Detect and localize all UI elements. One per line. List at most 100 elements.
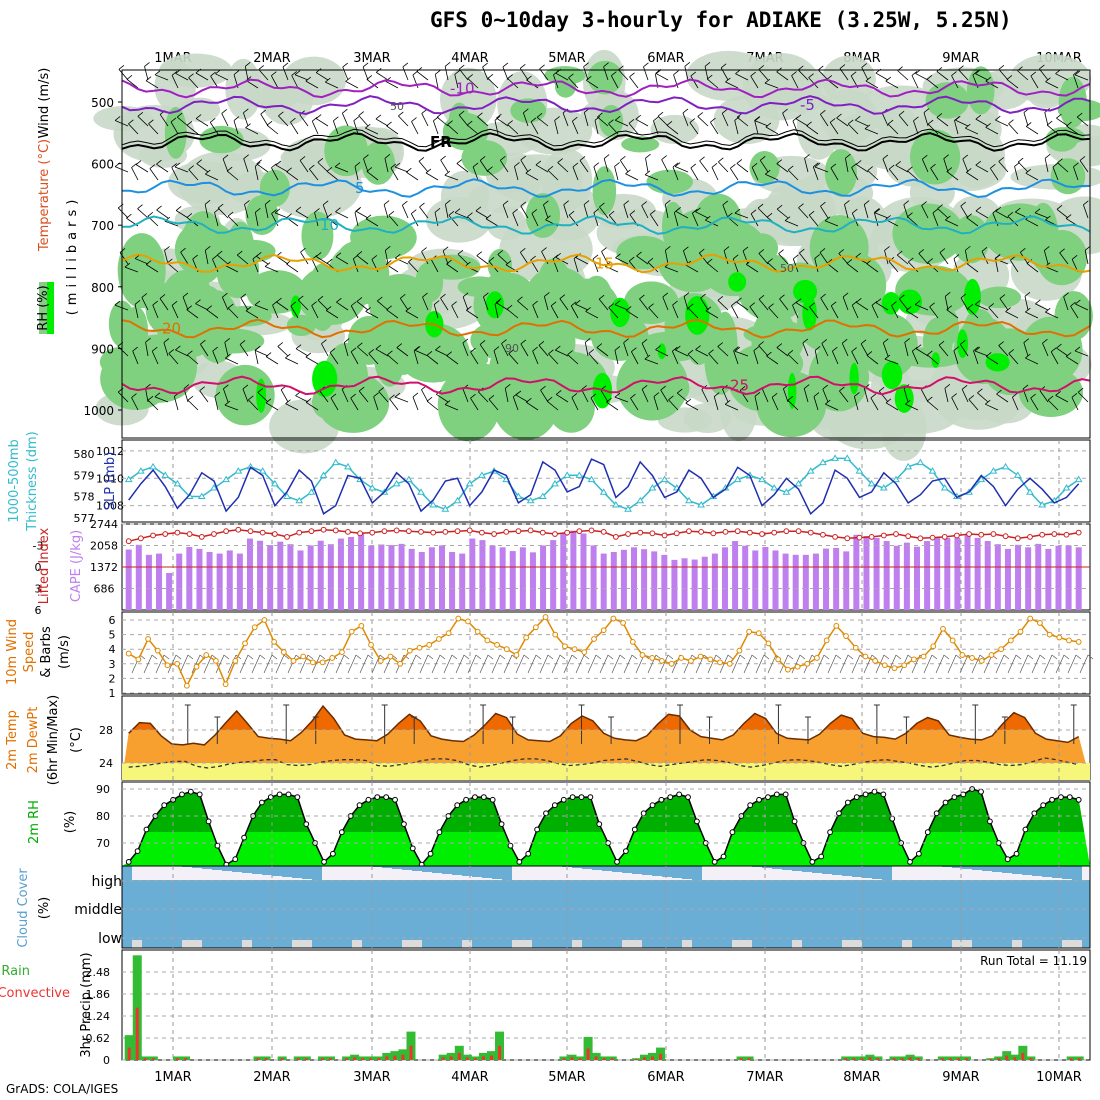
wind-barb-flag (192, 254, 198, 260)
lifted-index-series-marker (405, 528, 412, 535)
high-cloud-bar (1032, 866, 1042, 876)
wind-barb-flag (829, 118, 836, 123)
wind-barb (598, 298, 609, 311)
wind-barb-flag (275, 160, 282, 166)
wind-barb (260, 113, 269, 127)
precip-conv-bar (176, 1058, 180, 1060)
rh2m-series-marker (791, 818, 798, 825)
wind-barb (479, 160, 489, 173)
thickness-series-marker (904, 462, 913, 470)
wind-barb (378, 391, 389, 403)
wind-barb-flag (914, 300, 921, 305)
wind10-series-marker (232, 657, 239, 664)
wind-barb (196, 163, 209, 173)
wind10-barb (563, 654, 573, 674)
wind-barb-flag (485, 214, 492, 220)
wind-barb (804, 158, 809, 173)
wind-barb (412, 396, 419, 411)
wind-barb-flag (883, 338, 889, 344)
wind-barb (365, 218, 379, 227)
rh-high-area (657, 343, 667, 360)
high-cloud-bar (882, 866, 892, 880)
wind-barb-flag (175, 345, 181, 351)
cape-bar (570, 530, 577, 610)
wind-barb-flag (300, 247, 306, 253)
wind-barb-flag (842, 292, 849, 298)
pressure-tick-label: 1000 (83, 404, 114, 418)
cape-bar (519, 547, 526, 610)
wind10-barb (251, 654, 261, 674)
cape-bar (1004, 548, 1011, 610)
wind-barb (888, 168, 899, 181)
precip-tick-label: 0.62 (86, 1032, 111, 1045)
low-cloud-gap (792, 940, 802, 948)
wind-barb (911, 351, 919, 365)
precip-conv-bar (151, 1058, 155, 1060)
wind-barb-flag (168, 349, 175, 354)
wind-barb (1071, 397, 1079, 411)
wind-barb-flag (754, 392, 761, 397)
wind-barb-flag (822, 384, 829, 390)
wind-barb (653, 396, 659, 411)
wind-barb-flag (444, 61, 451, 67)
rh-mid-area (554, 74, 577, 98)
wind-barb-flag (944, 384, 951, 389)
wind-barb-flag (440, 155, 446, 161)
wind-barb (675, 210, 689, 219)
rh2m-series-marker (205, 818, 212, 825)
lifted-index-series-marker (345, 528, 351, 535)
rh2m-series-marker (685, 794, 691, 800)
wind-barb-flag (378, 387, 385, 392)
wind-barb-flag (353, 116, 360, 121)
wind-barb (618, 69, 629, 81)
wind10-barb (1031, 654, 1041, 674)
wind-barb (221, 113, 229, 127)
precip-conv-bar (586, 1048, 590, 1060)
wind-barb-flag (690, 71, 697, 77)
wind-barb (342, 66, 349, 81)
high-cloud-bar (212, 866, 222, 870)
wind-barb (354, 166, 359, 181)
cape-bar (762, 547, 769, 610)
wind10-series-marker (726, 660, 733, 667)
wind-barb (171, 305, 179, 319)
wind-barb-flag (586, 76, 592, 81)
wind-barb-flag (943, 154, 949, 159)
wind-barb-flag (145, 76, 152, 82)
precip-conv-bar (650, 1056, 654, 1060)
wind-barb (245, 127, 259, 135)
wind-barb (1077, 391, 1089, 403)
rh-mid-area (599, 105, 624, 138)
wind-barb (1044, 158, 1049, 173)
wind-barb-flag (400, 293, 406, 299)
wind-barb (1010, 260, 1019, 273)
rh-mid-area (966, 66, 995, 115)
high-cloud-bar (642, 866, 652, 875)
cape-bar (449, 552, 456, 610)
wind-barb-flag (1024, 292, 1031, 297)
wind-barb (636, 255, 649, 265)
wind-barb (204, 250, 209, 265)
wind-barb (884, 250, 889, 265)
wind-barb (341, 389, 349, 403)
wind-barb-flag (187, 350, 193, 356)
wind-barb (383, 204, 389, 219)
wind-barb-flag (212, 254, 218, 260)
wind-barb (655, 72, 669, 81)
wind-barb-flag (695, 345, 701, 350)
wind10-barb-flag (319, 654, 326, 660)
wind-barb-flag (992, 208, 999, 214)
wind-barb (256, 163, 269, 173)
wind-barb-flag (152, 300, 159, 306)
rh2m-series-marker (258, 799, 265, 806)
wind-barb (366, 171, 379, 181)
wind-barb (938, 344, 949, 357)
wind-barb-flag (723, 246, 730, 251)
wind-barb (596, 347, 609, 357)
wind-barb-flag (850, 71, 857, 77)
wind10-series-marker (775, 656, 782, 663)
wind10-barb (527, 654, 537, 674)
wind-barb (932, 212, 939, 227)
wind-barb-flag (736, 159, 743, 164)
wind-barb (314, 212, 319, 227)
